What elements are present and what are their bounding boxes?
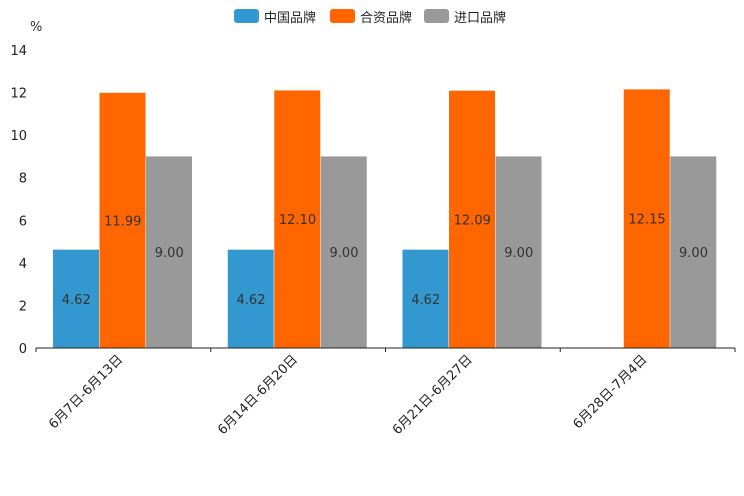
y-tick-label: 0 <box>19 342 27 357</box>
bar-data-label: 12.15 <box>628 213 665 228</box>
legend-swatch-china-brand <box>234 9 259 23</box>
bar-data-label: 12.09 <box>454 213 491 228</box>
y-axis-unit: % <box>30 20 43 35</box>
y-tick-label: 2 <box>19 299 27 314</box>
bar[interactable] <box>53 249 99 348</box>
bar-data-label: 9.00 <box>504 246 533 261</box>
bar[interactable] <box>495 156 542 348</box>
legend-swatch-joint-venture-brand <box>330 9 355 23</box>
bar-data-label: 4.62 <box>62 293 91 308</box>
bar-data-label: 9.00 <box>679 246 708 261</box>
bar[interactable] <box>227 249 274 348</box>
y-tick-label: 6 <box>19 214 27 229</box>
bar[interactable] <box>99 92 146 348</box>
bar-data-label: 4.62 <box>237 293 266 308</box>
y-tick-label: 4 <box>19 257 27 272</box>
y-tick-label: 10 <box>10 129 27 144</box>
x-tick-label: 6月14日-6月20日 <box>215 352 301 438</box>
bar[interactable] <box>670 156 717 348</box>
legend-item-joint-venture-brand[interactable]: 合资品牌 <box>330 6 412 26</box>
legend-item-import-brand[interactable]: 进口品牌 <box>424 6 506 26</box>
legend-item-china-brand[interactable]: 中国品牌 <box>234 6 316 26</box>
y-tick-label: 14 <box>10 44 27 59</box>
legend: 中国品牌 合资品牌 进口品牌 <box>0 6 744 26</box>
x-tick-label: 6月7日-6月13日 <box>46 352 126 432</box>
bar[interactable] <box>449 90 495 349</box>
bar[interactable] <box>623 89 670 348</box>
x-tick-label: 6月28日-7月4日 <box>571 352 651 432</box>
bar-data-label: 9.00 <box>330 246 359 261</box>
bar-data-label: 4.62 <box>411 293 440 308</box>
legend-label-china-brand: 中国品牌 <box>264 10 317 26</box>
y-tick-label: 8 <box>19 172 27 187</box>
legend-label-import-brand: 进口品牌 <box>454 10 507 26</box>
y-tick-label: 12 <box>10 87 27 102</box>
bar-data-label: 9.00 <box>155 246 184 261</box>
bar[interactable] <box>146 156 192 348</box>
legend-swatch-import-brand <box>424 9 449 23</box>
x-tick-label: 6月21日-6月27日 <box>390 352 476 438</box>
bar-data-label: 12.10 <box>279 213 316 228</box>
legend-label-joint-venture-brand: 合资品牌 <box>360 10 413 26</box>
bar[interactable] <box>320 156 367 348</box>
bar[interactable] <box>274 90 321 348</box>
bar-data-label: 11.99 <box>104 214 141 229</box>
bar[interactable] <box>402 249 449 348</box>
